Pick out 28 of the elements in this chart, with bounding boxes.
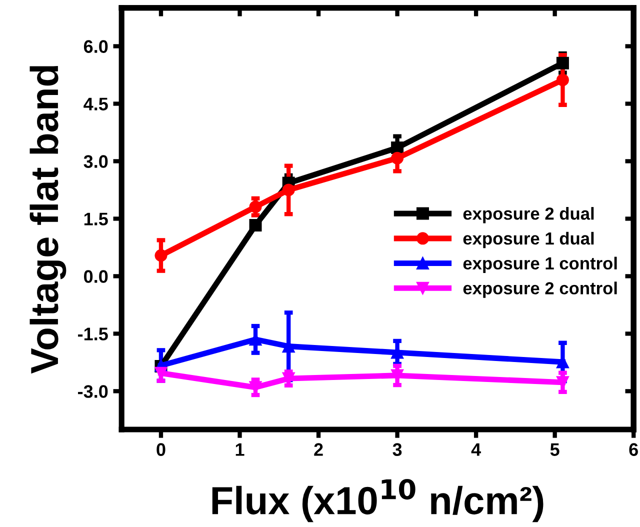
- y-tick-label: 6.0: [84, 40, 108, 53]
- legend-label: exposure 2 control: [463, 282, 617, 298]
- x-tick-label: 3: [392, 443, 402, 456]
- y-tick-label: 0.0: [84, 270, 108, 283]
- x-tick-label: 2: [314, 443, 323, 456]
- legend-label: exposure 1 dual: [463, 232, 594, 248]
- legend-label: exposure 2 dual: [463, 207, 594, 224]
- point: [556, 74, 569, 86]
- x-tick-label: 0: [156, 443, 166, 456]
- x-tick-label: 4: [471, 443, 481, 456]
- x-tick-label: 1: [236, 443, 244, 456]
- y-tick-label: -3.0: [78, 385, 108, 398]
- x-axis-title: Flux (x10$^{10}$ n/cm²): [212, 478, 544, 522]
- point: [249, 218, 262, 232]
- point: [249, 200, 262, 214]
- x-tick-label: 5: [550, 443, 560, 456]
- point: [391, 152, 404, 164]
- y-tick-label: 1.5: [84, 212, 108, 226]
- point: [154, 249, 168, 262]
- point: [282, 184, 295, 196]
- x-tick-label: 6: [629, 443, 638, 456]
- legend-label: exposure 1 control: [463, 256, 617, 273]
- point: [556, 56, 569, 70]
- y-tick-label: -1.5: [78, 328, 108, 340]
- y-tick-label: 3.0: [84, 155, 108, 168]
- point: [391, 142, 404, 154]
- y-axis-title: Voltage flat band: [30, 66, 66, 374]
- y-tick-label: 4.5: [84, 98, 108, 110]
